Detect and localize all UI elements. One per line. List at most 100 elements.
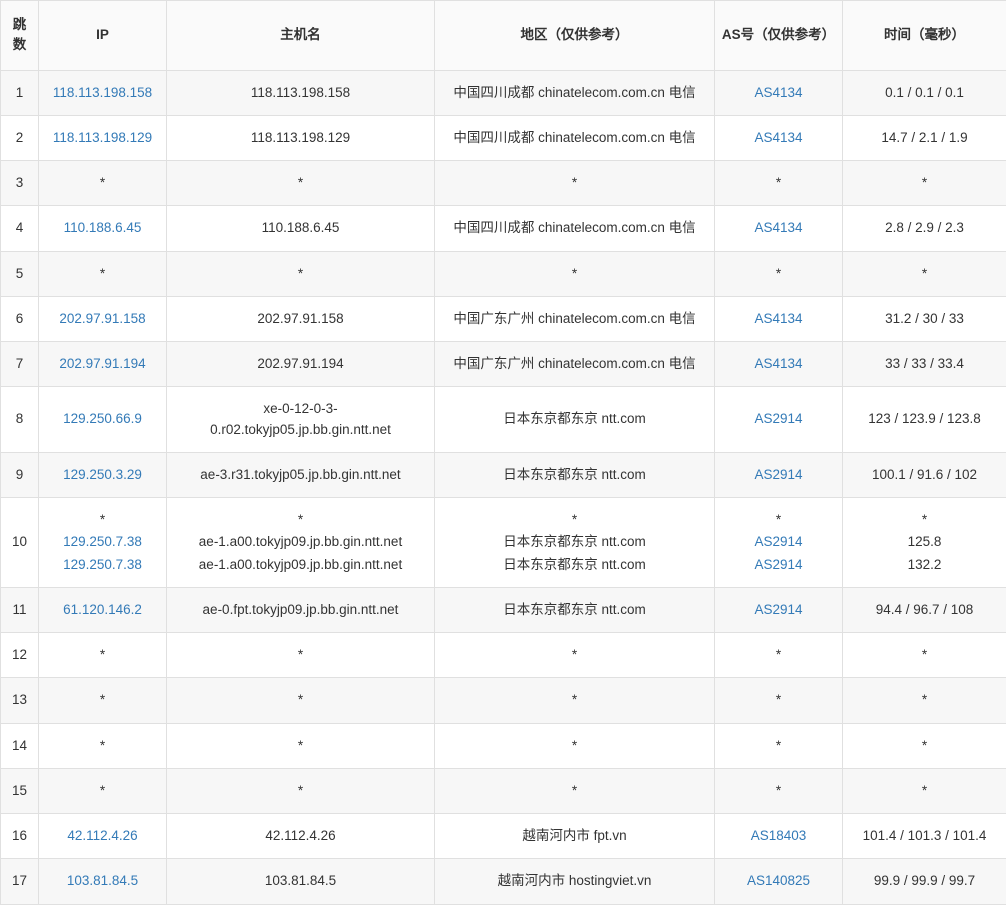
cell-line: 123 / 123.9 / 123.8 [849,409,1000,429]
cell-hostname: ae-3.r31.tokyjp05.jp.bb.gin.ntt.net [167,452,435,497]
cell-line: 42.112.4.26 [173,826,428,846]
cell-line: xe-0-12-0-3-0.r02.tokyjp05.jp.bb.gin.ntt… [173,399,428,440]
ip-link[interactable]: 129.250.7.38 [63,557,142,572]
cell-hostname: 118.113.198.158 [167,70,435,115]
cell-hostname: 110.188.6.45 [167,206,435,251]
cell-line: * [441,736,708,756]
cell-line: * [721,645,836,665]
table-row: 4110.188.6.45110.188.6.45中国四川成都 chinatel… [1,206,1006,251]
cell-line: * [849,781,1000,801]
col-ip: IP [39,1,167,71]
cell-line: * [721,690,836,710]
cell-ip: 61.120.146.2 [39,587,167,632]
cell-asn: AS4134 [715,115,843,160]
cell-line: 132.2 [849,555,1000,575]
cell-line: * [721,736,836,756]
cell-hostname: 202.97.91.194 [167,342,435,387]
cell-hop: 6 [1,296,39,341]
cell-ip: 129.250.3.29 [39,452,167,497]
cell-hostname: * [167,723,435,768]
asn-link[interactable]: AS2914 [754,557,802,572]
cell-line: * [849,173,1000,193]
cell-line: 129.250.3.29 [45,465,160,485]
asn-link[interactable]: AS4134 [754,85,802,100]
cell-asn: * [715,633,843,678]
table-row: 9129.250.3.29ae-3.r31.tokyjp05.jp.bb.gin… [1,452,1006,497]
ip-link[interactable]: 202.97.91.158 [59,311,145,326]
asn-link[interactable]: AS2914 [754,467,802,482]
cell-line: * [441,173,708,193]
cell-location: * [435,678,715,723]
cell-line: 129.250.7.38 [45,555,160,575]
cell-ip: * [39,161,167,206]
ip-link[interactable]: 42.112.4.26 [67,828,137,843]
cell-line: 31.2 / 30 / 33 [849,309,1000,329]
cell-line: 125.8 [849,532,1000,552]
cell-line: * [173,173,428,193]
ip-link[interactable]: 129.250.66.9 [63,411,142,426]
cell-line: * [721,781,836,801]
cell-hop: 8 [1,387,39,453]
cell-time: * [843,768,1006,813]
asn-link[interactable]: AS4134 [754,356,802,371]
cell-line: 118.113.198.129 [173,128,428,148]
table-row: 12***** [1,633,1006,678]
cell-line: AS2914 [721,409,836,429]
cell-location: *日本东京都东京 ntt.com日本东京都东京 ntt.com [435,498,715,588]
ip-link[interactable]: 118.113.198.129 [53,130,152,145]
ip-link[interactable]: 118.113.198.158 [53,85,152,100]
cell-ip: * [39,768,167,813]
ip-link[interactable]: 129.250.7.38 [63,534,142,549]
cell-time: * [843,633,1006,678]
cell-line: * [441,645,708,665]
cell-hostname: 118.113.198.129 [167,115,435,160]
cell-line: 14.7 / 2.1 / 1.9 [849,128,1000,148]
asn-link[interactable]: AS2914 [754,411,802,426]
asn-link[interactable]: AS4134 [754,311,802,326]
col-hostname: 主机名 [167,1,435,71]
cell-line: * [45,264,160,284]
cell-line: * [441,690,708,710]
cell-asn: * [715,678,843,723]
cell-line: 中国四川成都 chinatelecom.com.cn 电信 [441,128,708,148]
cell-ip: * [39,723,167,768]
asn-link[interactable]: AS2914 [754,534,802,549]
cell-asn: AS2914 [715,452,843,497]
asn-link[interactable]: AS4134 [754,220,802,235]
cell-line: AS4134 [721,128,836,148]
cell-hostname: * [167,161,435,206]
asn-link[interactable]: AS140825 [747,873,810,888]
cell-line: AS2914 [721,465,836,485]
cell-asn: AS4134 [715,70,843,115]
cell-location: * [435,251,715,296]
cell-hostname: xe-0-12-0-3-0.r02.tokyjp05.jp.bb.gin.ntt… [167,387,435,453]
cell-line: * [849,690,1000,710]
cell-hostname: * [167,678,435,723]
cell-line: AS4134 [721,309,836,329]
ip-link[interactable]: 61.120.146.2 [63,602,142,617]
ip-link[interactable]: 103.81.84.5 [67,873,138,888]
cell-line: 0.1 / 0.1 / 0.1 [849,83,1000,103]
asn-link[interactable]: AS4134 [754,130,802,145]
cell-time: * [843,723,1006,768]
cell-location: 中国广东广州 chinatelecom.com.cn 电信 [435,296,715,341]
ip-link[interactable]: 202.97.91.194 [59,356,145,371]
table-row: 8 129.250.66.9 xe-0-12-0-3-0.r02.tokyjp05.… [1,387,1006,453]
table-row: 1118.113.198.158118.113.198.158中国四川成都 ch… [1,70,1006,115]
col-asn: AS号（仅供参考） [715,1,843,71]
cell-location: * [435,768,715,813]
ip-link[interactable]: 129.250.3.29 [63,467,142,482]
cell-hop: 1 [1,70,39,115]
cell-line: * [721,264,836,284]
cell-hostname: 103.81.84.5 [167,859,435,904]
asn-link[interactable]: AS2914 [754,602,802,617]
cell-time: 2.8 / 2.9 / 2.3 [843,206,1006,251]
cell-line: ae-0.fpt.tokyjp09.jp.bb.gin.ntt.net [173,600,428,620]
cell-asn: AS2914 [715,387,843,453]
cell-line: AS4134 [721,83,836,103]
cell-line: * [45,510,160,530]
cell-time: 33 / 33 / 33.4 [843,342,1006,387]
cell-line: 42.112.4.26 [45,826,160,846]
asn-link[interactable]: AS18403 [751,828,807,843]
ip-link[interactable]: 110.188.6.45 [64,220,142,235]
